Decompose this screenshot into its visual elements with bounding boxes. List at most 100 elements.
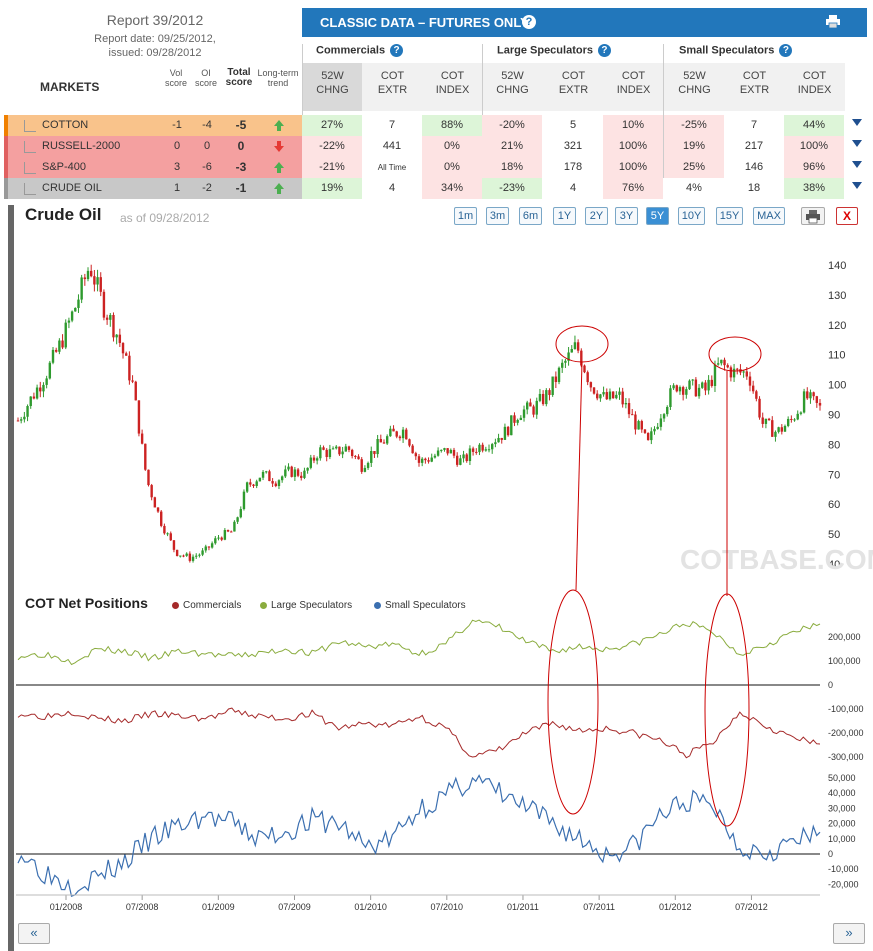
print-icon[interactable] [826,15,840,28]
market-name[interactable]: COTTON [42,119,89,131]
range-button-3y[interactable]: 3Y [615,207,638,225]
candle-body [522,409,526,418]
expand-arrow-icon[interactable] [852,119,862,126]
column-header[interactable]: 52W CHNG [664,63,725,111]
candle-body [125,353,128,356]
nav-prev-button[interactable]: « [18,923,50,944]
candle-body [490,444,494,450]
candle-body [729,367,733,378]
range-button-1m[interactable]: 1m [454,207,477,225]
candle-body [185,553,188,556]
candle-body [643,429,647,433]
candle-body [268,471,271,482]
column-header[interactable]: 52W CHNG [482,63,543,111]
market-row[interactable]: S&P-400 3 -6 -3 -21% All Time 0% 18% 178 100% 25% 1… [4,157,862,178]
mini-chart-icon[interactable] [24,141,36,153]
help-icon[interactable]: ? [779,44,793,57]
cot-y-tick: -200,000 [828,728,864,738]
expand-arrow-icon[interactable] [852,182,862,189]
candle-body [389,428,392,437]
market-row[interactable]: RUSSELL-2000 0 0 0 -22% 441 0% 21% 321 100% 19% 217… [4,136,862,157]
candle-body [175,549,179,556]
range-button-6m[interactable]: 6m [519,207,542,225]
candle-body [589,382,593,388]
candle-body [710,379,713,386]
print-button[interactable] [801,207,825,225]
candle-body [675,385,678,392]
trend-up-icon [274,162,284,173]
column-header[interactable]: COT EXTR [362,63,423,111]
help-icon[interactable]: ? [597,44,611,57]
x-tick-label: 01/2012 [659,902,692,912]
range-button-15y[interactable]: 15Y [716,207,743,225]
data-cell: -25% [664,115,724,136]
column-header[interactable]: COT EXTR [724,63,785,111]
candle-body [398,436,402,439]
candle-body [650,431,653,441]
cot-y-tick: 30,000 [828,803,856,813]
help-icon[interactable]: ? [522,15,536,29]
market-name[interactable]: RUSSELL-2000 [42,140,121,152]
candle-body [70,311,74,321]
total-score: -1 [235,181,247,195]
help-icon[interactable]: ? [390,44,404,57]
data-cell: 0% [422,157,482,178]
range-button-5y[interactable]: 5Y [646,207,669,225]
market-row[interactable]: CRUDE OIL 1 -2 -1 19% 4 34% -23% 4 76% 4% 18 38% [4,178,862,199]
candle-body [529,402,532,407]
range-button-10y[interactable]: 10Y [678,207,705,225]
column-header[interactable]: COT INDEX [784,63,845,111]
candle-body [580,350,583,366]
market-row[interactable]: COTTON -1 -4 -5 27% 7 88% -20% 5 10% -25% 7 44% [4,115,862,136]
row-highlight [4,136,302,157]
x-tick-label: 01/2008 [50,902,83,912]
data-cell: 5 [543,115,603,136]
candle-body [191,556,195,561]
cot-y-tick: 100,000 [828,656,861,666]
candle-body [239,509,242,518]
column-header[interactable]: COT INDEX [603,63,664,111]
crude-oil-chart: 40 50 60 70 80 90 100 110 120 130 140 COTBASE.COM 20… [16,260,873,912]
column-header[interactable]: 52W CHNG [302,63,363,111]
candle-body [764,418,768,424]
close-button[interactable]: X [836,207,858,225]
range-button-max[interactable]: MAX [753,207,785,225]
mini-chart-icon[interactable] [24,183,36,195]
mini-chart-icon[interactable] [24,120,36,132]
candle-body [707,379,710,391]
candle-body [80,277,83,300]
candle-body [86,270,90,280]
classic-data-header: CLASSIC DATA – FUTURES ONLY ? [302,8,867,37]
candle-body [818,402,822,406]
expand-arrow-icon[interactable] [852,140,862,147]
expand-arrow-icon[interactable] [852,161,862,168]
candle-body [790,418,793,420]
candle-body [736,368,739,370]
market-name[interactable]: CRUDE OIL [42,182,102,194]
column-header[interactable]: COT INDEX [422,63,483,111]
range-button-3m[interactable]: 3m [486,207,509,225]
legend-small-speculators[interactable]: Small Speculators [374,600,466,611]
candle-body [446,448,449,454]
mini-chart-icon[interactable] [24,162,36,174]
candle-body [204,546,207,551]
candle-body [322,447,325,450]
market-name[interactable]: S&P-400 [42,161,87,173]
column-header[interactable]: COT EXTR [543,63,604,111]
cot-y-tick: -300,000 [828,752,864,762]
cot-annotation-1 [547,589,599,815]
nav-next-button[interactable]: » [833,923,865,944]
candle-body [599,394,602,399]
price-y-tick: 70 [828,469,840,481]
range-button-2y[interactable]: 2Y [585,207,608,225]
legend-commercials[interactable]: Commercials [172,600,241,611]
candle-body [277,480,281,487]
candle-body [48,362,52,379]
legend-large-speculators[interactable]: Large Speculators [260,600,352,611]
range-button-1y[interactable]: 1Y [553,207,576,225]
markets-header: MARKETS [40,80,100,94]
candle-body [140,433,144,444]
x-tick-label: 07/2009 [278,902,311,912]
legend-dot [260,601,267,609]
candle-body [179,555,182,557]
